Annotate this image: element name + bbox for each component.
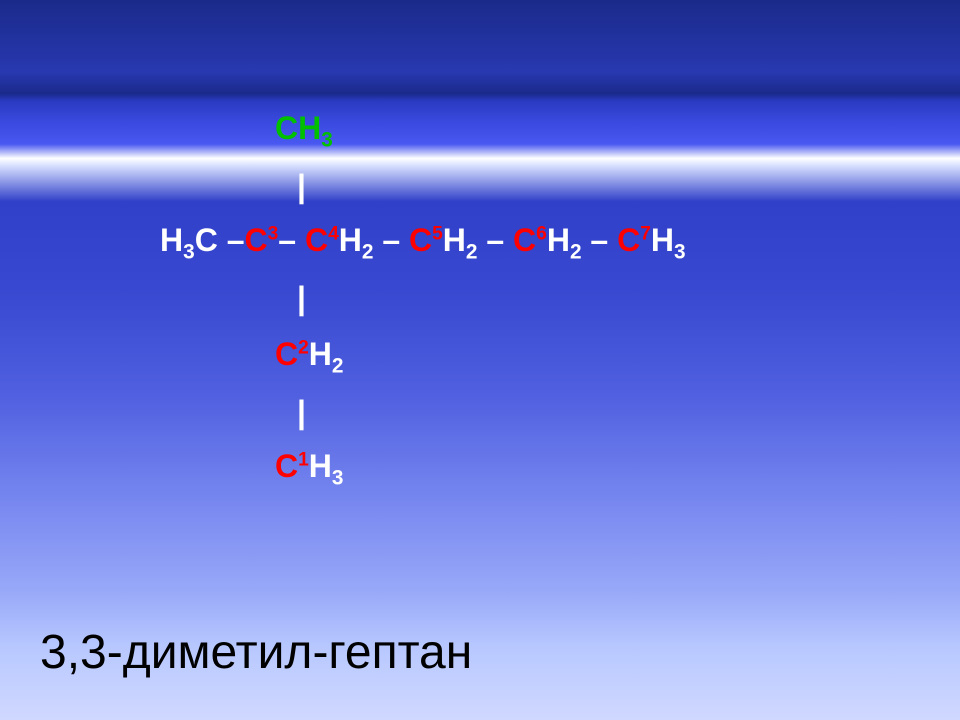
formula-token: C: [617, 222, 640, 258]
formula-token: H: [309, 448, 332, 484]
formula-token: 7: [640, 223, 651, 244]
formula-token: H: [309, 336, 332, 372]
formula-token: 3: [332, 466, 344, 489]
formula-token: –: [477, 222, 513, 258]
formula-token: –: [278, 222, 305, 258]
formula-token: 2: [570, 240, 582, 263]
formula-token: CH: [275, 110, 321, 146]
formula-token: H: [547, 222, 570, 258]
formula-row: C1H3: [275, 448, 960, 490]
formula-row: H3C –C3– C4H2 – C5H2 – C6H2 – C7H3: [160, 222, 960, 264]
formula-token: C: [409, 222, 432, 258]
formula-token: C: [305, 222, 328, 258]
formula-token: 3: [268, 223, 279, 244]
formula-token: 2: [466, 240, 478, 263]
formula-token: 3: [321, 128, 333, 151]
formula-token: 4: [328, 223, 339, 244]
formula-row: |: [297, 168, 960, 205]
formula-token: 6: [536, 223, 547, 244]
formula-row: C2H2: [275, 336, 960, 378]
formula-token: C –: [195, 222, 245, 258]
formula-token: 2: [362, 240, 374, 263]
formula-token: 5: [432, 223, 443, 244]
formula-token: C: [275, 336, 298, 372]
formula-token: 2: [332, 354, 344, 377]
formula-token: C: [275, 448, 298, 484]
formula-token: 3: [183, 240, 195, 263]
formula-row: |: [297, 394, 960, 431]
formula-token: H: [339, 222, 362, 258]
formula-token: H: [651, 222, 674, 258]
formula-token: |: [297, 168, 306, 204]
formula-row: CH3: [275, 110, 960, 152]
formula-token: 1: [298, 449, 309, 470]
formula-token: 3: [674, 240, 686, 263]
formula-token: –: [373, 222, 409, 258]
formula-row: |: [297, 280, 960, 317]
slide-background: CH3|H3C –C3– C4H2 – C5H2 – C6H2 – C7H3|C…: [0, 0, 960, 720]
formula-token: C: [513, 222, 536, 258]
formula-token: H: [160, 222, 183, 258]
formula-token: C: [244, 222, 267, 258]
formula-token: –: [582, 222, 618, 258]
compound-name: 3,3-диметил-гептан: [40, 625, 472, 680]
formula-token: H: [443, 222, 466, 258]
formula-token: |: [297, 394, 306, 430]
formula-token: 2: [298, 337, 309, 358]
formula-token: |: [297, 280, 306, 316]
